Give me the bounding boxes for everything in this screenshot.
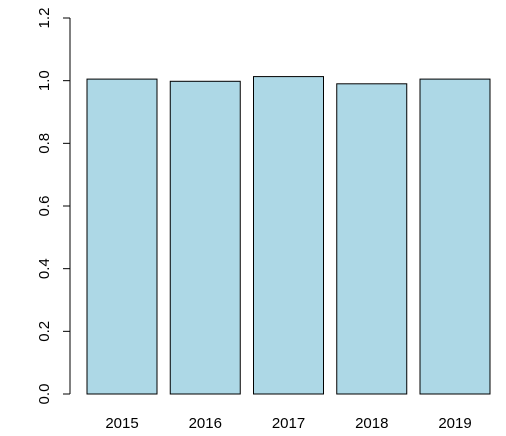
x-tick-label: 2016 (189, 415, 222, 432)
bar-2016 (169, 80, 241, 395)
x-tick-label: 2015 (105, 415, 138, 432)
x-tick-label: 2017 (272, 415, 305, 432)
x-axis-labels: 2015 2016 2017 2018 2019 (105, 415, 471, 432)
bars (86, 76, 491, 395)
bar-2015 (86, 78, 158, 395)
y-tick-label: 0.0 (36, 384, 53, 405)
y-tick-label: 1.0 (36, 70, 53, 91)
y-tick-label: 0.6 (36, 196, 53, 217)
y-tick-label: 0.2 (36, 321, 53, 342)
x-tick-label: 2019 (438, 415, 471, 432)
x-tick-label: 2018 (355, 415, 388, 432)
y-axis: 0.0 0.2 0.4 0.6 0.8 1.0 1.2 (36, 8, 71, 405)
y-tick-label: 0.4 (36, 258, 53, 279)
bar-2017 (253, 76, 324, 395)
y-tick-label: 1.2 (36, 8, 53, 29)
bar-2018 (336, 83, 408, 395)
y-tick-label: 0.8 (36, 133, 53, 154)
bar-2019 (419, 78, 491, 395)
